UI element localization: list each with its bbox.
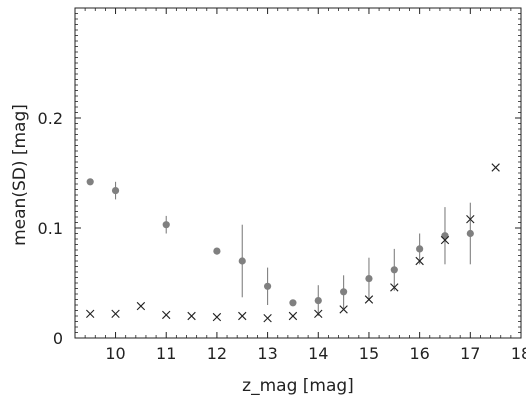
x-point-stroke xyxy=(440,235,450,245)
x-point-stroke xyxy=(288,311,298,321)
x-point xyxy=(187,311,196,321)
x-point xyxy=(288,311,298,321)
x-point xyxy=(339,305,348,314)
circle-point xyxy=(289,299,297,307)
x-point-stroke xyxy=(364,295,374,304)
circle-point xyxy=(86,178,94,186)
circle-point xyxy=(111,187,120,195)
x-point-stroke xyxy=(466,215,475,224)
x-point xyxy=(111,309,120,318)
y-tick-label: 0.1 xyxy=(38,219,63,238)
x-point xyxy=(314,309,323,318)
x-point xyxy=(440,235,450,245)
circle-point xyxy=(213,247,221,255)
circle-point xyxy=(466,229,474,238)
x-point xyxy=(390,283,399,292)
x-point xyxy=(415,256,424,266)
x-point-stroke xyxy=(339,305,348,314)
x-tick-label: 18 xyxy=(511,344,526,363)
x-tick-label: 12 xyxy=(207,344,227,363)
circle-point xyxy=(390,266,398,274)
x-point xyxy=(364,295,374,304)
plot-frame xyxy=(74,7,522,339)
x-point-stroke xyxy=(86,309,95,318)
y-tick-label: 0 xyxy=(53,329,63,348)
x-tick-label: 15 xyxy=(359,344,379,363)
x-point xyxy=(238,311,247,321)
x-point-stroke xyxy=(491,163,500,172)
x-point xyxy=(86,309,95,318)
x-tick-label: 11 xyxy=(156,344,176,363)
circle-point xyxy=(162,221,170,229)
x-point-stroke xyxy=(314,309,323,318)
x-tick-label: 10 xyxy=(105,344,125,363)
x-point xyxy=(491,163,500,172)
circle-point xyxy=(238,257,246,265)
y-tick-label: 0.2 xyxy=(38,109,63,128)
x-tick-label: 17 xyxy=(460,344,480,363)
x-point xyxy=(162,310,171,320)
x-point xyxy=(136,301,146,311)
x-point xyxy=(263,314,272,323)
x-point-stroke xyxy=(212,312,222,322)
x-point-stroke xyxy=(111,309,120,318)
x-point xyxy=(212,312,222,322)
x-axis-label: z_mag [mag] xyxy=(242,376,354,396)
circle-point xyxy=(365,275,373,283)
y-axis-label: mean(SD) [mag] xyxy=(10,104,30,246)
circle-point xyxy=(441,232,449,240)
circle-point xyxy=(340,288,348,296)
x-point xyxy=(466,215,475,224)
x-point-stroke xyxy=(263,314,272,323)
x-point-stroke xyxy=(162,310,171,320)
x-tick-label: 16 xyxy=(409,344,429,363)
x-point-stroke xyxy=(136,301,146,311)
x-tick-label: 14 xyxy=(308,344,328,363)
circle-point xyxy=(416,245,424,253)
x-point-stroke xyxy=(415,256,424,266)
x-tick-label: 13 xyxy=(257,344,277,363)
circle-point xyxy=(314,297,322,305)
circle-point xyxy=(263,282,272,290)
x-point-stroke xyxy=(238,311,247,321)
x-point-stroke xyxy=(390,283,399,292)
x-point-stroke xyxy=(187,311,196,321)
